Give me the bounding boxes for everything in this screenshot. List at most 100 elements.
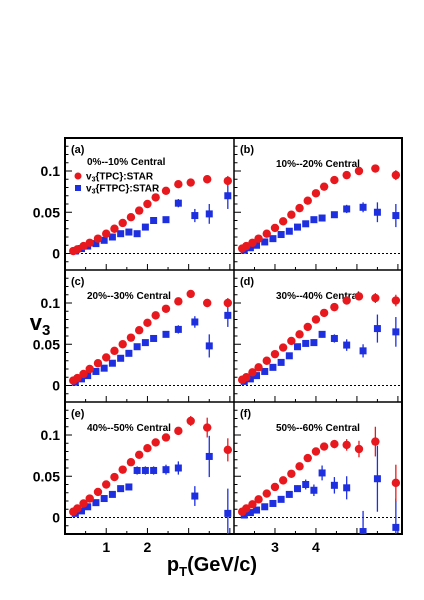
y-tick-label: 0.1 — [41, 163, 61, 179]
tpc-point — [126, 458, 136, 467]
ftpc-point — [133, 466, 141, 474]
ftpc-point — [373, 208, 381, 216]
tpc-point — [371, 437, 380, 446]
tpc-point — [262, 489, 271, 498]
tpc-point — [342, 170, 351, 180]
tpc-point — [303, 196, 312, 205]
tpc-point — [161, 304, 171, 313]
tpc-point — [287, 210, 296, 219]
panel-data — [69, 175, 233, 256]
tpc-point — [391, 296, 401, 305]
tpc-point — [85, 494, 94, 503]
ftpc-point — [269, 499, 277, 507]
ftpc-point — [269, 363, 277, 371]
tpc-point — [79, 499, 88, 508]
tpc-point — [311, 189, 321, 198]
tpc-point — [330, 302, 339, 312]
ftpc-point — [253, 241, 261, 249]
ftpc-point — [392, 523, 400, 531]
ftpc-point — [318, 469, 326, 477]
ftpc-point — [92, 367, 100, 375]
y-tick-label: 0.05 — [33, 468, 60, 484]
ftpc-point — [174, 464, 182, 472]
tpc-point — [151, 193, 160, 202]
tpc-point — [319, 182, 329, 191]
tpc-point — [134, 326, 144, 335]
ftpc-point — [310, 339, 318, 347]
ftpc-point — [191, 492, 199, 500]
tpc-point — [330, 439, 339, 449]
tpc-point — [287, 336, 296, 346]
tpc-point — [110, 346, 119, 356]
ftpc-point — [285, 490, 293, 498]
legend-marker-tpc — [74, 172, 82, 180]
tpc-point — [270, 349, 280, 359]
tpc-point — [186, 416, 195, 426]
tpc-point — [151, 311, 160, 320]
tpc-point — [319, 308, 329, 318]
panel-centrality-label: 50%--60% Central — [276, 423, 360, 434]
panel: (a)0%--10% Central — [65, 137, 234, 270]
ftpc-point — [392, 212, 400, 220]
tpc-point — [254, 234, 263, 243]
panel-letter: (b) — [240, 144, 254, 156]
tpc-point — [287, 469, 296, 478]
tpc-point — [93, 359, 103, 368]
tpc-point — [223, 176, 233, 186]
tpc-point — [118, 340, 127, 349]
ftpc-point — [359, 347, 367, 355]
tpc-point — [319, 442, 329, 451]
tpc-point — [278, 217, 288, 226]
ftpc-point — [277, 231, 285, 239]
ftpc-point — [205, 452, 213, 460]
ftpc-point — [224, 192, 232, 200]
panel-data — [237, 164, 401, 254]
ftpc-point — [100, 495, 108, 503]
tpc-point — [102, 229, 111, 238]
tpc-point — [110, 224, 119, 233]
ftpc-point — [302, 220, 310, 228]
ftpc-point — [330, 211, 338, 219]
tpc-point — [223, 445, 233, 455]
x-axis-title: pT(GeV/c) — [167, 554, 257, 579]
tpc-point — [93, 234, 103, 243]
panel-centrality-label: 0%--10% Central — [87, 157, 166, 168]
y-tick-label: 0 — [52, 510, 60, 526]
ftpc-point — [84, 503, 92, 511]
ftpc-point — [117, 354, 125, 362]
tpc-point — [143, 318, 152, 327]
tpc-point — [248, 500, 257, 509]
ftpc-point — [108, 233, 116, 241]
tpc-point — [295, 203, 304, 213]
ftpc-point — [359, 528, 367, 534]
y-tick-label: 0 — [52, 378, 60, 394]
tpc-point — [79, 369, 88, 379]
ftpc-point — [318, 214, 326, 222]
panel: (b) 10%--20% Central — [234, 137, 402, 270]
ftpc-point — [392, 328, 400, 336]
tpc-point — [330, 175, 339, 185]
ftpc-point — [253, 372, 261, 380]
tpc-point — [342, 440, 351, 450]
ftpc-point — [133, 230, 141, 238]
tpc-point — [354, 292, 364, 301]
ftpc-point — [205, 342, 213, 350]
ftpc-point — [162, 330, 170, 338]
tpc-point — [93, 487, 103, 497]
ftpc-point — [191, 318, 199, 326]
ftpc-point — [92, 240, 100, 248]
ftpc-point — [174, 325, 182, 333]
tpc-point — [248, 368, 257, 377]
ftpc-point — [277, 495, 285, 503]
ftpc-point — [191, 212, 199, 220]
ftpc-point — [84, 372, 92, 380]
panel-centrality-label: 40%--50% Central — [87, 423, 171, 434]
tpc-point — [270, 482, 280, 492]
tpc-point — [342, 296, 351, 305]
tpc-point — [203, 175, 212, 184]
ftpc-point — [294, 223, 302, 231]
tpc-point — [371, 293, 380, 303]
ftpc-point — [302, 339, 310, 347]
panel: (e)40%--50% Central — [65, 401, 234, 534]
